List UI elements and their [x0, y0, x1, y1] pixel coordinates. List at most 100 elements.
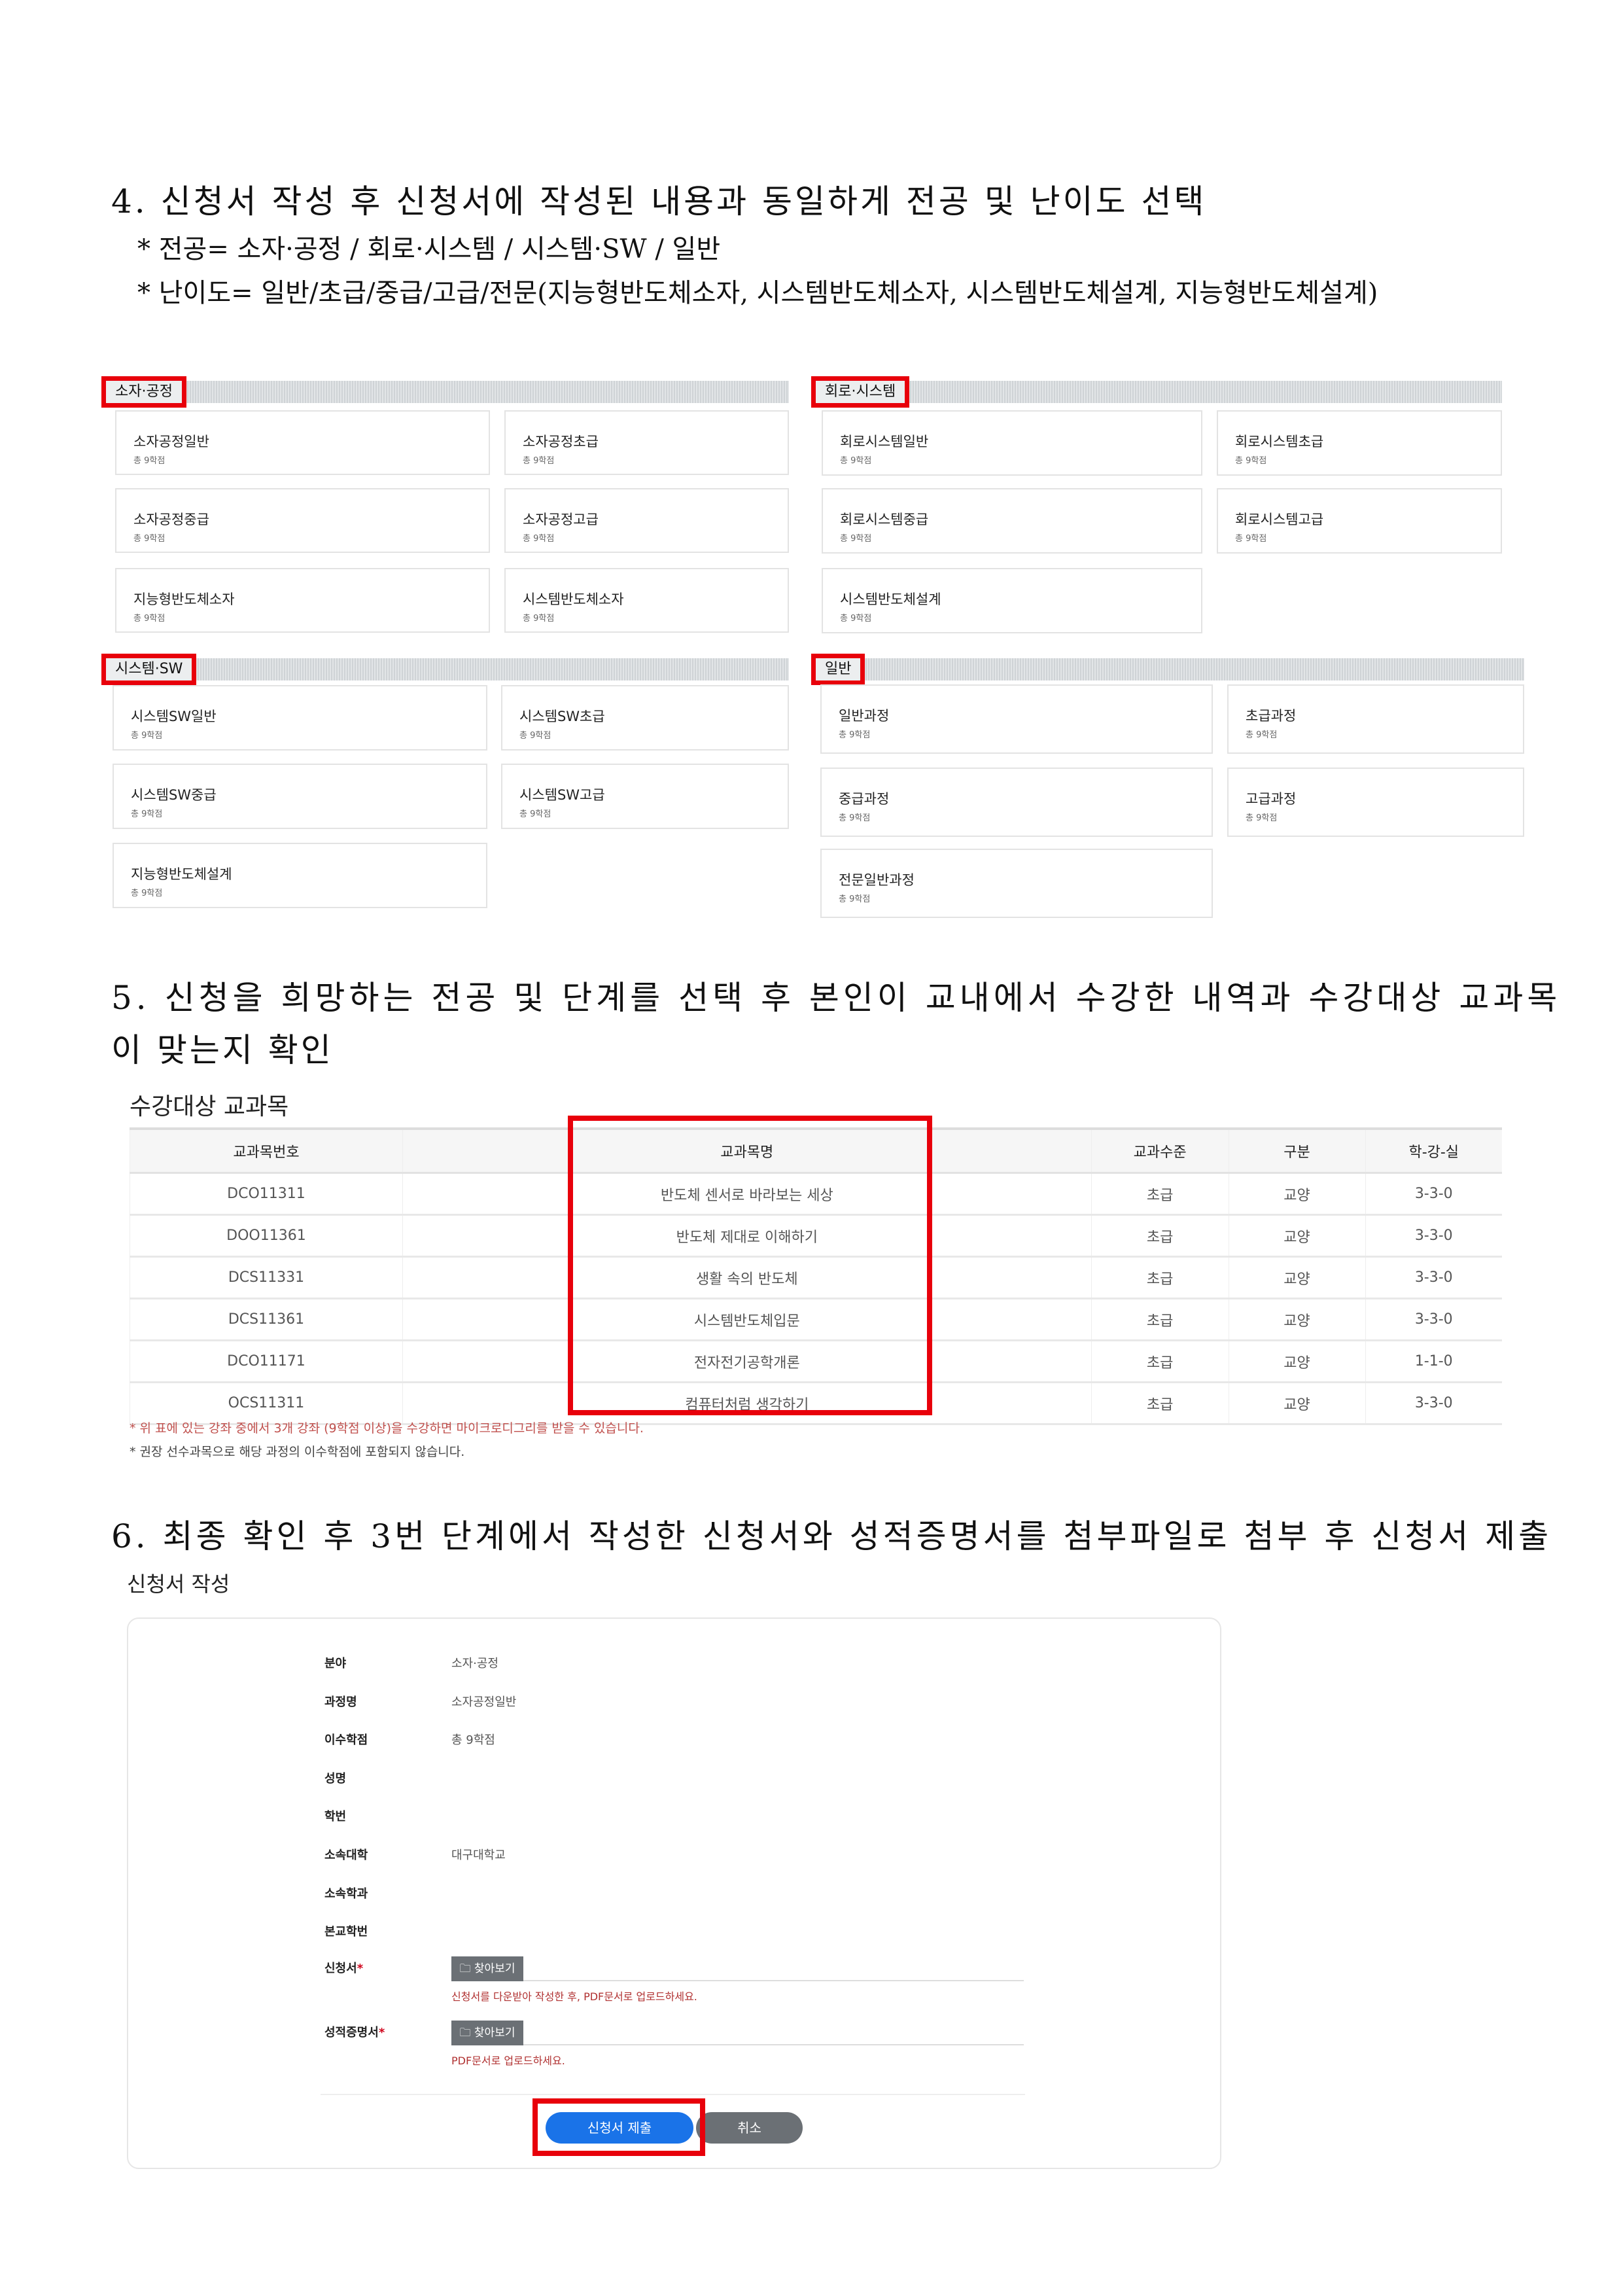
course-card[interactable]: 회로시스템초급 총 9학점: [1217, 410, 1502, 476]
course-code: DOO11361: [130, 1214, 403, 1258]
field-value: 소자공정일반: [451, 1695, 517, 1709]
field-value: 총 9학점: [451, 1733, 495, 1748]
course-card-credits: 총 9학점: [1235, 456, 1267, 466]
section4-heading: 4. 신청서 작성 후 신청서에 작성된 내용과 동일하게 전공 및 난이도 선…: [111, 183, 1207, 221]
course-card-credits: 총 9학점: [133, 614, 166, 624]
course-card[interactable]: 시스템SW고급 총 9학점: [501, 764, 789, 829]
field-label: 과정명: [324, 1695, 357, 1709]
form-divider: [321, 2094, 1025, 2095]
course-card-credits: 총 9학점: [1235, 534, 1267, 544]
courses-table: 교과목번호 교과목명 교과수준 구분 학-강-실 DCO11311 반도체 센서로…: [130, 1127, 1502, 1425]
required-mark: *: [378, 2026, 385, 2040]
course-code: DCS11361: [130, 1298, 403, 1341]
application-browse-button[interactable]: 🗀 찾아보기: [451, 1956, 523, 1981]
panel-header: 일반: [811, 654, 1524, 685]
course-card[interactable]: 시스템SW일반 총 9학점: [113, 685, 487, 751]
table-row: OCS11311 컴퓨터처럼 생각하기 초급 교양 3-3-0: [130, 1382, 1502, 1425]
course-card-title: 시스템SW초급: [519, 709, 605, 724]
transcript-file-label: 성적증명서*: [324, 2023, 385, 2040]
course-card-credits: 총 9학점: [519, 731, 551, 741]
course-category: 교양: [1228, 1340, 1366, 1383]
course-credits: 3-3-0: [1365, 1173, 1502, 1216]
form-subtitle: 신청서 작성: [127, 1572, 230, 1597]
course-card-title: 초급과정: [1246, 708, 1297, 724]
section5-heading-line2: 이 맞는지 확인: [111, 1031, 334, 1069]
course-card[interactable]: 시스템반도체설계 총 9학점: [822, 568, 1202, 633]
panel-header: 소자·공정: [101, 376, 789, 408]
course-card[interactable]: 소자공정초급 총 9학점: [504, 410, 789, 475]
courses-subtitle: 수강대상 교과목: [130, 1093, 289, 1120]
course-card-title: 소자공정중급: [133, 512, 209, 527]
course-card-credits: 총 9학점: [1246, 730, 1278, 740]
panel-header: 회로·시스템: [811, 376, 1502, 408]
field-value: 소자·공정: [451, 1657, 498, 1670]
course-name: 반도체 센서로 바라보는 세상: [402, 1173, 1092, 1216]
course-name: 반도체 제대로 이해하기: [402, 1214, 1092, 1258]
table-header-row: 교과목번호 교과목명 교과수준 구분 학-강-실: [130, 1127, 1502, 1174]
course-credits: 3-3-0: [1365, 1298, 1502, 1341]
course-card-credits: 총 9학점: [131, 809, 163, 819]
field-label: 분야: [324, 1657, 347, 1670]
course-card-title: 회로시스템일반: [840, 434, 929, 450]
course-card[interactable]: 소자공정일반 총 9학점: [115, 410, 490, 475]
cancel-button[interactable]: 취소: [696, 2112, 803, 2144]
course-level: 초급: [1091, 1298, 1229, 1341]
required-mark: *: [357, 1962, 364, 1975]
course-card[interactable]: 전문일반과정 총 9학점: [820, 849, 1213, 918]
note-prerequisite: * 권장 선수과목으로 해당 과정의 이수학점에 포함되지 않습니다.: [130, 1445, 465, 1459]
folder-icon: 🗀: [459, 2026, 474, 2040]
field-label: 소속대학: [324, 1848, 368, 1862]
course-card-credits: 총 9학점: [839, 894, 871, 904]
field-label: 학번: [324, 1810, 347, 1824]
submit-application-button[interactable]: 신청서 제출: [546, 2112, 693, 2144]
course-level: 초급: [1091, 1214, 1229, 1258]
course-credits: 3-3-0: [1365, 1214, 1502, 1258]
folder-icon: 🗀: [459, 1962, 474, 1975]
course-level: 초급: [1091, 1340, 1229, 1383]
course-card-credits: 총 9학점: [840, 456, 872, 466]
course-card[interactable]: 중급과정 총 9학점: [820, 768, 1213, 837]
field-label: 성명: [324, 1771, 347, 1786]
field-label: 이수학점: [324, 1733, 368, 1748]
course-card-credits: 총 9학점: [1246, 813, 1278, 823]
field-label: 소속학과: [324, 1886, 368, 1901]
course-card-title: 시스템반도체설계: [840, 592, 941, 607]
course-card[interactable]: 시스템SW중급 총 9학점: [113, 764, 487, 829]
course-code: DCO11311: [130, 1173, 403, 1216]
transcript-label-text: 성적증명서: [324, 2026, 379, 2040]
course-code: DCO11171: [130, 1340, 403, 1383]
transcript-file-input[interactable]: [523, 2044, 1024, 2045]
col-credits: 학-강-실: [1365, 1127, 1502, 1174]
course-card-credits: 총 9학점: [523, 456, 555, 466]
course-card[interactable]: 지능형반도체설계 총 9학점: [113, 843, 487, 908]
course-card-credits: 총 9학점: [523, 614, 555, 624]
course-card-title: 일반과정: [839, 708, 890, 724]
transcript-browse-button[interactable]: 🗀 찾아보기: [451, 2021, 523, 2045]
panel-label: 소자·공정: [101, 376, 186, 408]
course-card[interactable]: 소자공정고급 총 9학점: [504, 488, 789, 553]
course-card-title: 지능형반도체소자: [133, 592, 235, 607]
panel-label: 시스템·SW: [101, 654, 197, 685]
course-card[interactable]: 소자공정중급 총 9학점: [115, 488, 490, 553]
course-code: DCS11331: [130, 1256, 403, 1299]
course-name: 컴퓨터처럼 생각하기: [402, 1382, 1092, 1425]
application-form: [127, 1617, 1221, 2169]
difficulty-bullet: * 난이도= 일반/초급/중급/고급/전문(지능형반도체소자, 시스템반도체소자…: [137, 278, 1378, 308]
course-card-title: 고급과정: [1246, 791, 1297, 807]
course-card-credits: 총 9학점: [839, 730, 871, 740]
course-card[interactable]: 시스템반도체소자 총 9학점: [504, 568, 789, 633]
note-microdegree: * 위 표에 있는 강좌 중에서 3개 강좌 (9학점 이상)을 수강하면 마이…: [130, 1421, 644, 1436]
panel-label: 회로·시스템: [811, 376, 910, 408]
course-card-credits: 총 9학점: [840, 534, 872, 544]
transcript-hint: PDF문서로 업로드하세요.: [451, 2055, 565, 2067]
application-file-input[interactable]: [523, 1980, 1024, 1981]
course-card[interactable]: 회로시스템중급 총 9학점: [822, 488, 1202, 554]
course-card-title: 회로시스템고급: [1235, 512, 1324, 527]
